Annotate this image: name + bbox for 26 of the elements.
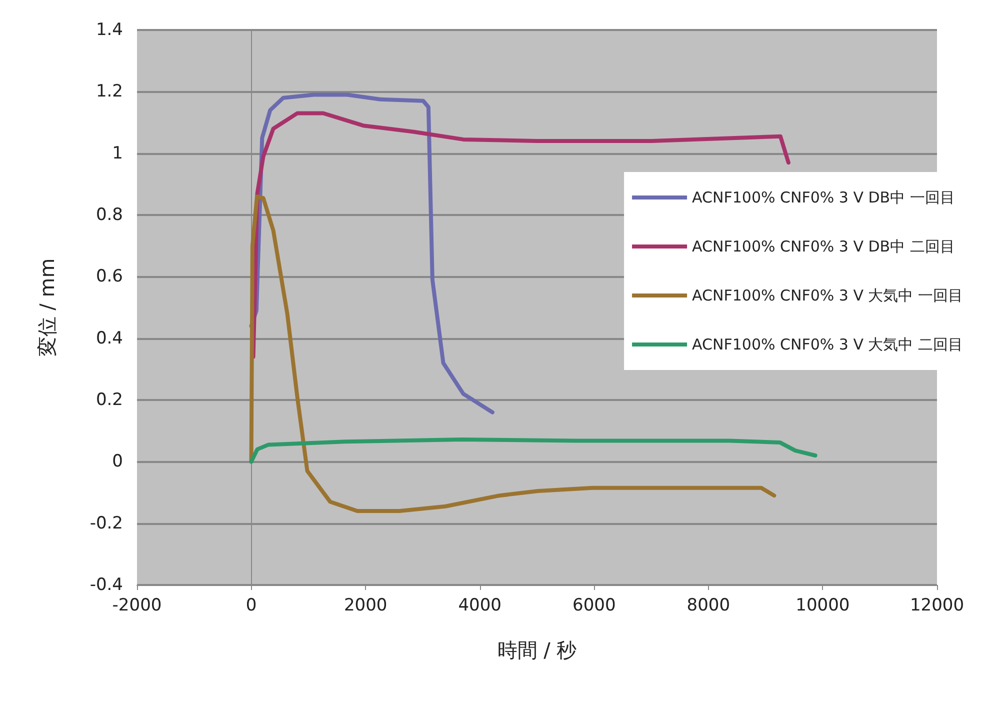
legend-label: ACNF100% CNF0% 3 V DB中 二回目 bbox=[692, 238, 955, 256]
y-axis-title: 変位 / mm bbox=[35, 258, 59, 357]
y-tick-label: 0.8 bbox=[96, 205, 123, 225]
x-tick-label: -2000 bbox=[112, 596, 162, 616]
line-series bbox=[249, 92, 494, 414]
y-tick-label: -0.4 bbox=[90, 575, 123, 595]
y-tick-label: 1.4 bbox=[96, 20, 123, 40]
y-tick-label: 0 bbox=[112, 452, 123, 472]
legend-label: ACNF100% CNF0% 3 V 大気中 二回目 bbox=[692, 336, 963, 354]
x-tick-label: 0 bbox=[246, 596, 257, 616]
legend-label: ACNF100% CNF0% 3 V 大気中 一回目 bbox=[692, 286, 963, 304]
x-tick-label: 8000 bbox=[686, 596, 730, 616]
y-tick-label: 0.6 bbox=[96, 266, 123, 287]
line-series bbox=[249, 437, 818, 464]
y-tick-label: 0.4 bbox=[96, 328, 123, 348]
legend-label: ACNF100% CNF0% 3 V DB中 一回目 bbox=[692, 188, 955, 206]
x-tick-label: 4000 bbox=[458, 596, 502, 616]
y-tick-label: -0.2 bbox=[90, 513, 123, 534]
y-tick-label: 1.2 bbox=[96, 82, 123, 102]
y-tick-label: 1 bbox=[112, 143, 123, 164]
x-axis-title: 時間 / 秒 bbox=[497, 638, 577, 662]
x-tick-label: 2000 bbox=[344, 596, 388, 616]
x-tick-label: 6000 bbox=[572, 596, 616, 616]
x-tick-label: 12000 bbox=[910, 596, 964, 616]
y-tick-label: 0.2 bbox=[96, 390, 123, 410]
x-tick-label: 10000 bbox=[796, 596, 850, 616]
